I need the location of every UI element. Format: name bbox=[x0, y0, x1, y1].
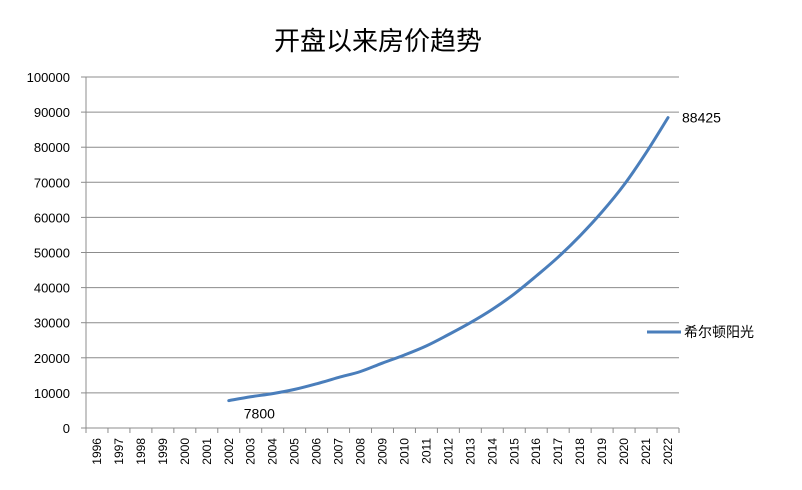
x-tick-label: 2008 bbox=[354, 438, 368, 465]
x-tick-label: 2009 bbox=[376, 438, 390, 465]
gridlines bbox=[86, 76, 679, 394]
x-tick-label: 2004 bbox=[266, 438, 280, 465]
y-tick-label: 70000 bbox=[34, 175, 70, 190]
x-tick-label: 2010 bbox=[397, 438, 411, 465]
y-tick-label: 90000 bbox=[34, 105, 70, 120]
y-tick-label: 50000 bbox=[34, 246, 70, 261]
x-tick-label: 2015 bbox=[507, 438, 521, 465]
data-label: 88425 bbox=[682, 110, 721, 126]
x-tick-label: 2002 bbox=[222, 438, 236, 465]
x-tick-label: 2013 bbox=[463, 438, 477, 465]
y-tick-label: 30000 bbox=[34, 316, 70, 331]
y-tick-label: 20000 bbox=[34, 351, 70, 366]
x-tick-label: 2018 bbox=[573, 438, 587, 465]
y-tick-label: 80000 bbox=[34, 140, 70, 155]
x-tick-label: 1999 bbox=[156, 438, 170, 465]
x-tick-label: 2001 bbox=[200, 438, 214, 465]
y-tick-label: 10000 bbox=[34, 386, 70, 401]
y-axis: 0 10000 20000 30000 40000 50000 60000 70000 8000… bbox=[27, 70, 87, 436]
x-tick-label: 2000 bbox=[178, 438, 192, 465]
x-tick-label: 1998 bbox=[134, 438, 148, 465]
x-tick-label: 2006 bbox=[310, 438, 324, 465]
legend-label: 希尔顿阳光 bbox=[684, 325, 754, 341]
x-tick-label: 2005 bbox=[288, 438, 302, 465]
x-tick-label: 2012 bbox=[441, 438, 455, 465]
x-tick-label: 2003 bbox=[244, 438, 258, 465]
x-tick-label: 2007 bbox=[332, 438, 346, 465]
y-tick-label: 60000 bbox=[34, 210, 70, 225]
y-tick-label: 40000 bbox=[34, 281, 70, 296]
x-tick-label: 1997 bbox=[112, 438, 126, 465]
x-tick-label: 1996 bbox=[90, 438, 104, 465]
x-tick-label: 2021 bbox=[639, 438, 653, 465]
x-tick-label: 2017 bbox=[551, 438, 565, 465]
data-label: 7800 bbox=[244, 406, 275, 422]
x-tick-label: 2011 bbox=[419, 438, 433, 464]
legend: 希尔顿阳光 bbox=[647, 325, 754, 341]
x-tick-label: 2014 bbox=[485, 438, 499, 465]
x-tick-label: 2020 bbox=[617, 438, 631, 465]
x-tick-label: 2016 bbox=[529, 438, 543, 465]
series-lines bbox=[227, 116, 670, 403]
y-tick-label: 100000 bbox=[27, 70, 70, 85]
data-labels: 7800 88425 bbox=[244, 110, 721, 422]
y-tick-label: 0 bbox=[63, 421, 70, 436]
x-tick-label: 2019 bbox=[595, 438, 609, 465]
series-line-0 bbox=[227, 116, 670, 403]
x-axis: 1996 1997 1998 1999 2000 2001 2002 2003 2004 2005… bbox=[85, 427, 680, 465]
x-tick-label: 2022 bbox=[661, 438, 675, 465]
chart-title: 开盘以来房价趋势 bbox=[274, 27, 482, 57]
